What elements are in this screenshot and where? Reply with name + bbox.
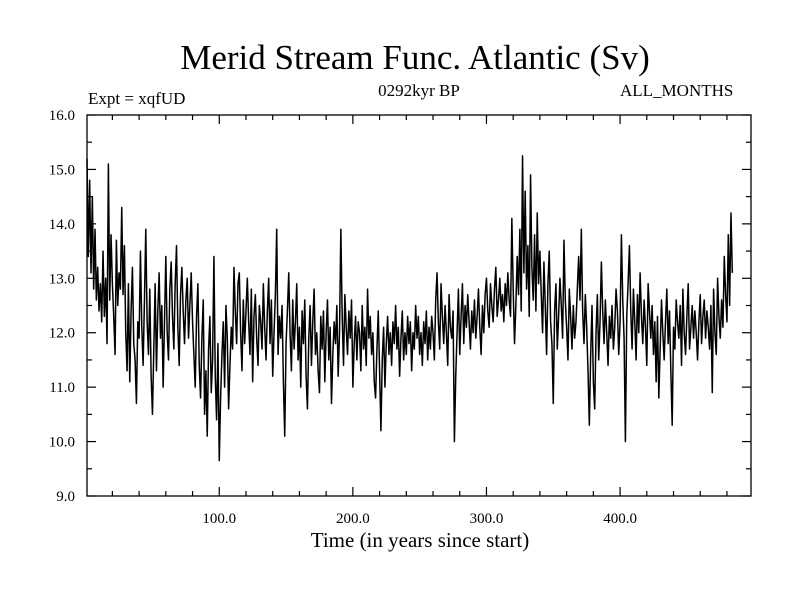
chart-title: Merid Stream Func. Atlantic (Sv) (180, 38, 650, 77)
x-axis-label: Time (in years since start) (310, 528, 530, 552)
months-label: ALL_MONTHS (620, 81, 734, 100)
y-tick-label: 11.0 (49, 380, 75, 396)
y-tick-label: 15.0 (49, 162, 75, 178)
x-tick-label: 400.0 (603, 511, 637, 527)
chart-subtitle: 0292kyr BP (378, 81, 460, 100)
y-tick-label: 10.0 (49, 435, 75, 451)
y-tick-label: 9.0 (56, 489, 75, 505)
y-tick-label: 13.0 (49, 271, 75, 287)
x-tick-label: 300.0 (470, 511, 504, 527)
tick-labels: 9.0 10.0 11.0 12.0 13.0 14.0 15.0 16.0 100.0 200.… (49, 108, 637, 527)
x-tick-label: 100.0 (202, 511, 236, 527)
y-tick-label: 12.0 (49, 326, 75, 342)
series-line (86, 155, 734, 462)
experiment-label: Expt = xqfUD (88, 89, 186, 108)
x-tick-label: 200.0 (336, 511, 370, 527)
y-tick-label: 14.0 (49, 217, 75, 233)
y-tick-label: 16.0 (49, 108, 75, 124)
plot-frame (86, 114, 752, 497)
